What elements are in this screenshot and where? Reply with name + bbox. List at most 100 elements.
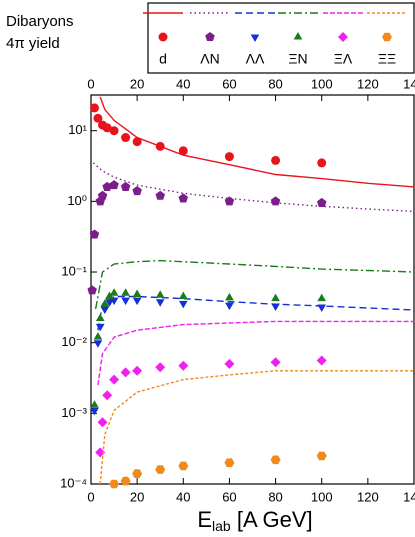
data-point	[120, 367, 131, 378]
data-point	[270, 455, 281, 465]
data-point	[155, 299, 165, 307]
data-point	[109, 288, 119, 296]
data-point	[224, 358, 235, 369]
data-point	[155, 141, 165, 151]
legend-label: ΛΛ	[246, 51, 265, 67]
legend-label: d	[159, 51, 167, 67]
data-point	[100, 306, 110, 314]
data-point	[100, 299, 110, 307]
x-tick-label: 60	[222, 489, 236, 504]
x-tick-label-top: 100	[311, 76, 333, 91]
data-point	[109, 180, 119, 190]
data-point	[89, 229, 100, 239]
x-tick-label-top: 120	[357, 76, 379, 91]
data-point	[93, 332, 103, 340]
data-point	[155, 362, 166, 373]
model-line	[97, 320, 414, 386]
data-point	[132, 297, 142, 306]
data-point	[179, 300, 188, 309]
x-label-sub: lab	[212, 518, 231, 534]
data-point	[105, 291, 114, 299]
data-point	[95, 323, 105, 332]
legend-label: ΞΞ	[378, 51, 396, 67]
title-line: Dibaryons	[6, 13, 74, 30]
data-point	[316, 355, 327, 366]
data-point	[89, 103, 99, 113]
data-point	[178, 461, 189, 471]
model-line	[92, 162, 414, 213]
legend-marker	[338, 32, 348, 42]
data-point	[132, 289, 142, 297]
title-line: 4π yield	[6, 35, 60, 52]
x-tick-label: 40	[176, 489, 190, 504]
data-point	[95, 447, 106, 458]
data-point	[225, 292, 234, 301]
x-tick-label: 120	[357, 489, 379, 504]
x-tick-label: 20	[130, 489, 144, 504]
y-tick-label: 10⁻⁴	[60, 475, 87, 490]
x-label-rest: [A GeV]	[231, 507, 313, 532]
data-point	[97, 190, 108, 200]
data-point	[109, 297, 119, 306]
data-point	[224, 196, 235, 206]
data-point	[109, 479, 120, 489]
data-point	[97, 417, 108, 428]
data-point	[93, 113, 103, 123]
x-axis-label: Elab [A GeV]	[197, 507, 312, 534]
legend-marker	[205, 32, 215, 41]
data-point	[270, 357, 281, 368]
data-point	[109, 374, 120, 385]
data-point	[121, 288, 130, 296]
data-point	[178, 193, 188, 203]
legend-label: ΛN	[200, 51, 219, 67]
x-tick-label-top: 140	[403, 76, 415, 91]
data-point	[90, 400, 99, 408]
x-tick-label-top: 20	[130, 76, 144, 91]
x-tick-label: 0	[87, 489, 94, 504]
data-point	[155, 465, 166, 474]
model-line	[99, 370, 414, 484]
legend-marker	[158, 32, 168, 42]
data-point	[225, 302, 234, 311]
data-point	[132, 469, 143, 478]
y-tick-label: 10⁻²	[61, 334, 87, 349]
model-line	[99, 96, 414, 188]
legend-marker	[293, 32, 303, 40]
data-point	[178, 146, 188, 156]
legend-marker	[382, 32, 392, 42]
y-tick-label: 10⁰	[67, 193, 87, 208]
x-tick-label-top: 40	[176, 76, 190, 91]
data-point	[87, 285, 97, 295]
x-tick-label: 80	[268, 489, 282, 504]
x-tick-label: 140	[403, 489, 415, 504]
x-tick-label: 100	[311, 489, 333, 504]
data-point	[271, 303, 280, 311]
x-tick-label-top: 60	[222, 76, 236, 91]
data-point	[93, 340, 103, 348]
data-point	[317, 293, 326, 302]
data-point	[102, 390, 113, 401]
legend-box	[147, 2, 415, 74]
y-tick-label: 10¹	[68, 122, 87, 137]
data-point	[90, 407, 99, 416]
x-tick-label-top: 0	[87, 76, 94, 91]
data-point	[224, 458, 235, 468]
legend-label: ΞN	[288, 51, 307, 67]
data-point	[132, 137, 142, 147]
data-point	[178, 360, 189, 371]
data-point	[271, 293, 280, 302]
data-point	[316, 451, 327, 461]
data-point	[317, 158, 327, 168]
legend-label: ΞΛ	[334, 51, 353, 67]
x-label-main: E	[197, 507, 212, 532]
y-tick-label: 10⁻¹	[61, 263, 87, 278]
data-point	[317, 304, 326, 312]
data-point	[109, 126, 119, 136]
y-tick-label: 10⁻³	[61, 405, 87, 420]
data-point	[224, 152, 234, 162]
data-point	[317, 197, 327, 207]
data-point	[155, 290, 165, 298]
data-point	[95, 313, 105, 321]
model-line	[94, 259, 414, 310]
legend-marker	[250, 34, 260, 42]
